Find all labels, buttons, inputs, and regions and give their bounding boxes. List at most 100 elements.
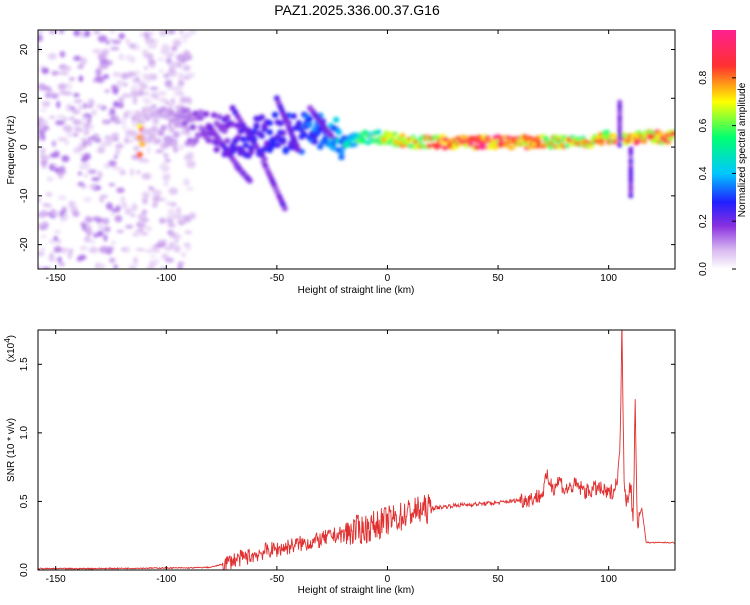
noise-blob (48, 89, 53, 93)
vertical-blob (617, 142, 623, 148)
noise-blob (109, 107, 116, 116)
noise-blob (120, 118, 127, 124)
noise-blob (38, 265, 41, 269)
ridge-blob (624, 139, 632, 144)
noise-blob (40, 246, 45, 253)
noise-blob (78, 75, 84, 83)
ridge-blob (521, 134, 528, 139)
noise-blob (38, 251, 45, 257)
noise-blob (185, 72, 196, 78)
ridge-blob (250, 129, 258, 136)
noise-blob (73, 132, 79, 137)
noise-blob (134, 43, 140, 50)
noise-blob (156, 57, 166, 61)
noise-blob (129, 168, 135, 176)
vertical-blob (628, 150, 634, 156)
noise-blob (58, 30, 65, 34)
ridge-blob (335, 129, 343, 136)
noise-blob (121, 123, 127, 131)
noise-blob (179, 96, 189, 104)
ridge-blob (391, 131, 398, 137)
noise-blob (91, 109, 97, 116)
ridge-blob (165, 140, 173, 147)
ridge-blob (640, 139, 648, 144)
ridge-blob (534, 135, 542, 140)
bot-y-tick-label: 1.0 (19, 425, 30, 439)
y-multiplier: (x104) (3, 335, 17, 362)
noise-blob (51, 71, 59, 76)
vertical-blob (617, 119, 623, 125)
noise-blob (83, 173, 88, 178)
noise-blob (141, 172, 152, 180)
noise-blob (112, 166, 122, 170)
vertical-blob (628, 154, 634, 160)
noise-blob (88, 123, 95, 131)
noise-blob (154, 243, 163, 249)
top-x-axis-label: Height of straight line (km) (298, 285, 415, 296)
noise-blob (136, 170, 141, 175)
noise-blob (185, 131, 191, 136)
noise-blob (73, 30, 81, 37)
noise-blob (62, 117, 68, 122)
noise-blob (40, 159, 48, 165)
noise-blob (177, 261, 185, 265)
noise-blob (154, 39, 160, 43)
vertical-blob (628, 189, 634, 195)
bot-y-tick-label: 1.5 (19, 357, 30, 371)
noise-blob (87, 98, 95, 107)
noise-blob (65, 103, 73, 112)
noise-blob (164, 174, 170, 178)
noise-blob (57, 83, 68, 90)
ridge-blob (542, 136, 550, 141)
noise-blob (177, 72, 185, 80)
top-plot-frame (37, 29, 676, 270)
streak-blob (248, 135, 255, 142)
noise-blob (89, 240, 96, 244)
bot-x-tick-label: 50 (492, 574, 504, 585)
noise-blob (93, 232, 99, 238)
noise-blob (135, 229, 145, 233)
noise-blob (73, 99, 83, 104)
noise-blob (130, 56, 135, 64)
noise-blob (182, 64, 191, 72)
noise-blob (169, 233, 176, 237)
noise-blob (118, 53, 125, 61)
noise-blob (139, 83, 149, 90)
noise-blob (171, 45, 178, 52)
noise-blob (80, 137, 89, 142)
noise-blob (143, 66, 149, 70)
noise-blob (83, 235, 91, 243)
noise-blob (181, 252, 187, 258)
noise-blob (116, 229, 125, 233)
ridge-blob (157, 130, 165, 137)
ridge-blob (181, 114, 189, 121)
noise-blob (116, 187, 125, 194)
noise-blob (62, 213, 69, 220)
noise-blob (48, 30, 57, 34)
noise-blob (168, 187, 179, 195)
noise-blob (68, 116, 76, 120)
noise-blob (67, 82, 72, 90)
noise-blob (57, 256, 62, 263)
noise-blob (121, 202, 128, 209)
noise-blob (188, 212, 197, 220)
noise-blob (96, 186, 102, 190)
bot-y-tick-label: 0.5 (19, 494, 30, 508)
noise-blob (149, 63, 156, 69)
vertical-blob (617, 123, 623, 129)
noise-blob (96, 103, 103, 110)
ridge-blob (574, 136, 581, 142)
noise-blob (139, 32, 144, 37)
noise-blob (72, 211, 80, 217)
noise-blob (68, 200, 75, 208)
noise-blob (82, 116, 90, 121)
noise-blob (79, 121, 88, 126)
noise-blob (189, 30, 197, 35)
noise-blob (121, 93, 131, 98)
noise-blob (73, 93, 80, 98)
noise-blob (103, 226, 111, 233)
noise-blob (38, 197, 41, 203)
noise-blob (98, 52, 108, 60)
noise-blob (94, 134, 101, 140)
ridge-blob (433, 134, 441, 140)
